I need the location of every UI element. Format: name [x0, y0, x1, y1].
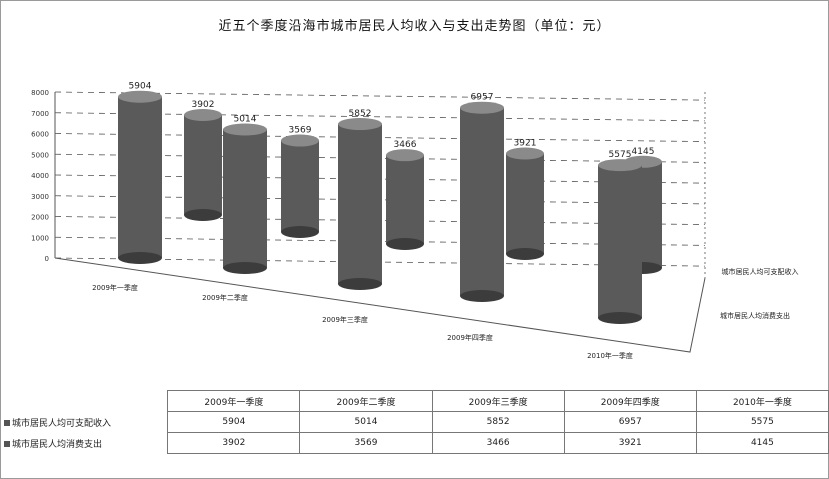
bar-spending-body [184, 114, 222, 215]
legend-swatch-icon [4, 420, 10, 426]
table-cell: 6957 [563, 411, 697, 433]
table-cell: 5014 [299, 411, 433, 433]
bar-spending-top [184, 108, 222, 121]
bar-income-top [460, 101, 504, 114]
bar-income-base [460, 290, 504, 302]
table-header: 2010年一季度 [695, 390, 829, 412]
chart-area: 8000 7000 6000 5000 4000 3000 2000 1000 0 3902 356… [31, 82, 799, 360]
gridline [54, 112, 706, 122]
table-cell: 5852 [431, 411, 565, 433]
data-label: 5852 [349, 109, 372, 119]
bar-spending-body [281, 140, 319, 232]
table-header: 2009年一季度 [167, 390, 300, 412]
table-cell: 5904 [167, 411, 300, 433]
bar-spending-top [506, 147, 544, 160]
bar-income-base [118, 252, 162, 264]
bar-spending-top [386, 149, 424, 162]
y-tick-label: 2000 [31, 214, 49, 222]
legend-swatch-icon [4, 441, 10, 447]
y-tick-label: 1000 [31, 234, 49, 242]
table-cell: 3569 [299, 432, 433, 454]
y-tick-label: 5000 [31, 151, 49, 159]
table-cell: 3466 [431, 432, 565, 454]
bar-spending-base [506, 248, 544, 260]
data-label: 5904 [129, 82, 152, 92]
gridline [54, 174, 706, 184]
bar-income-body [118, 96, 162, 258]
gridline [54, 216, 706, 226]
y-tick-label: 4000 [31, 172, 49, 180]
x-tick-label: 2009年一季度 [92, 283, 138, 292]
data-label: 5575 [609, 150, 632, 160]
x-tick-label: 2010年一季度 [587, 351, 633, 360]
table-cell: 3902 [167, 432, 300, 454]
bar-income-body [223, 129, 267, 268]
data-label: 3921 [514, 139, 537, 149]
bar-income-body [338, 124, 382, 285]
data-label: 3569 [289, 126, 312, 136]
bar-spending-body [386, 155, 424, 244]
data-table: 2009年一季度 2009年二季度 2009年三季度 2009年四季度 2010… [4, 390, 829, 454]
bar-spending-base [386, 238, 424, 250]
x-tick-label: 2009年二季度 [202, 293, 248, 302]
bar-income-body [460, 107, 504, 297]
bar-income-base [598, 312, 642, 324]
bar-income-top [598, 159, 642, 172]
gridline [54, 153, 706, 163]
table-cell: 5575 [695, 411, 829, 433]
gridline [54, 91, 706, 101]
table-corner [4, 391, 168, 412]
table-row-label: 城市居民人均可支配收入 [4, 412, 168, 433]
gridline [54, 236, 706, 246]
bar-spending-base [281, 226, 319, 238]
gridline [54, 257, 706, 267]
bar-income-top [338, 118, 382, 131]
bar-spending-base [184, 209, 222, 221]
y-tick-label: 0 [45, 255, 49, 263]
y-tick-label: 3000 [31, 193, 49, 201]
bar-spending-top [281, 134, 319, 147]
x-tick-label: 2009年四季度 [447, 333, 493, 342]
y-tick-label: 8000 [31, 89, 49, 97]
data-label: 3902 [192, 100, 215, 110]
y-tick-label: 6000 [31, 131, 49, 139]
table-row: 城市居民人均消费支出 3902 3569 3466 3921 4145 [4, 432, 829, 454]
table-header: 2009年四季度 [563, 390, 697, 412]
data-label: 5014 [234, 115, 257, 125]
data-label: 3466 [394, 140, 417, 150]
bar-income-top [118, 90, 162, 103]
bar-income-base [338, 278, 382, 290]
gridline [54, 195, 706, 205]
bar-income-top [223, 123, 267, 136]
floor-edge [54, 257, 706, 353]
data-label: 6957 [471, 93, 494, 103]
table-cell: 3921 [563, 432, 697, 454]
table-header: 2009年二季度 [299, 390, 433, 412]
series-label: 城市居民人均可支配收入 [722, 267, 799, 276]
table-header-row: 2009年一季度 2009年二季度 2009年三季度 2009年四季度 2010… [4, 390, 829, 412]
bar-spending-body [506, 153, 544, 254]
table-row: 城市居民人均可支配收入 5904 5014 5852 6957 5575 [4, 411, 829, 433]
y-tick-label: 7000 [31, 110, 49, 118]
series-label: 城市居民人均消费支出 [720, 311, 790, 320]
table-row-label: 城市居民人均消费支出 [4, 433, 168, 454]
chart-title: 近五个季度沿海市城市居民人均收入与支出走势图（单位：元） [218, 19, 611, 34]
data-label: 4145 [632, 147, 655, 157]
table-cell: 4145 [695, 432, 829, 454]
bar-income-body [598, 165, 642, 318]
row-label-text: 城市居民人均消费支出 [12, 439, 103, 450]
bar-income-base [223, 262, 267, 274]
gridline [54, 133, 706, 143]
row-label-text: 城市居民人均可支配收入 [12, 418, 112, 429]
table-header: 2009年三季度 [431, 390, 565, 412]
x-tick-label: 2009年三季度 [322, 315, 368, 324]
